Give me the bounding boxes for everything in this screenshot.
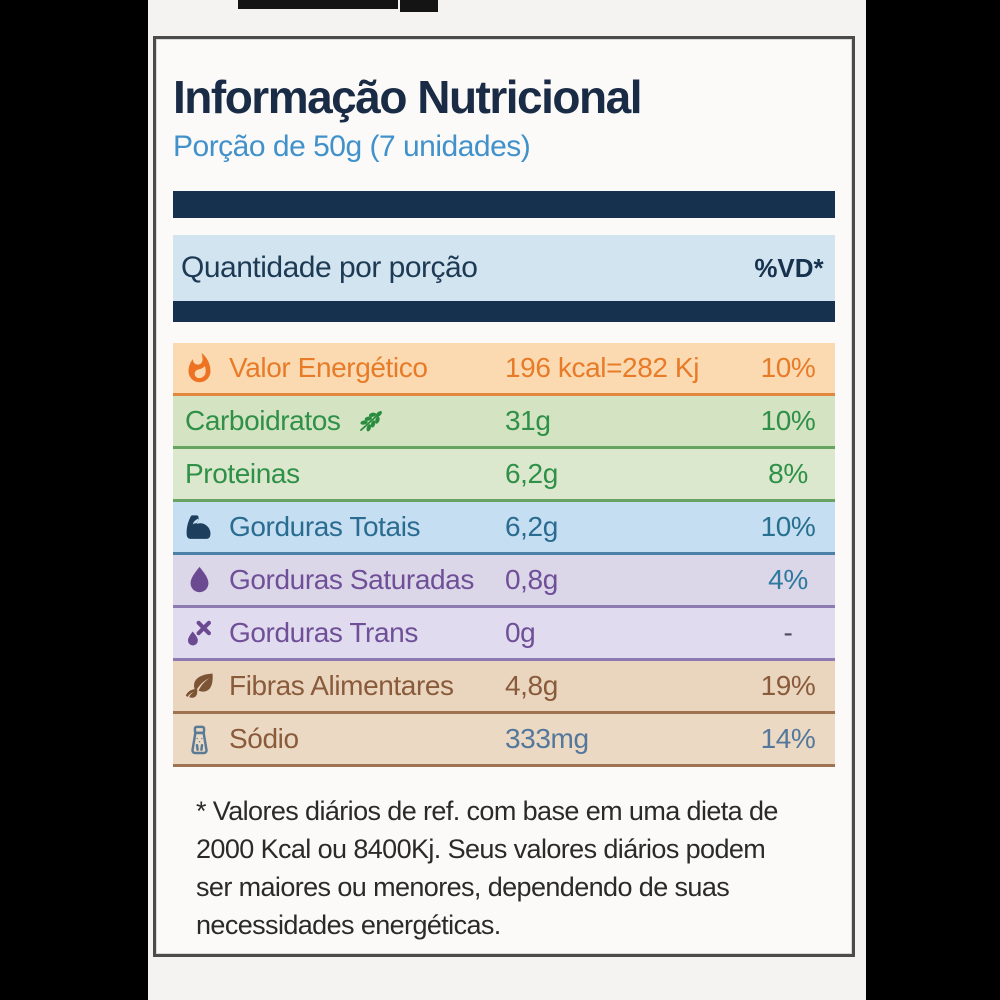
nutrient-dv: 19% — [760, 670, 816, 702]
top-cropped-bar-left — [238, 0, 398, 9]
row-gorduras-totais: Gorduras Totais 6,2g 10% — [173, 502, 835, 556]
nutrient-dv: 10% — [760, 511, 816, 543]
flame-icon — [183, 352, 216, 385]
wheat-icon — [354, 405, 387, 438]
serving-size-text: Porção de 50g (7 unidades) — [173, 130, 531, 164]
row-valor-energetico: Valor Energético 196 kcal=282 Kj 10% — [173, 343, 835, 397]
label-cell: Sódio — [183, 723, 505, 756]
nutrient-dv: - — [783, 617, 793, 649]
nutrient-label: Gorduras Totais — [229, 511, 421, 543]
nutrient-label: Gorduras Trans — [229, 617, 418, 649]
page-title: Informação Nutricional — [173, 71, 642, 123]
label-cell: Valor Energético — [183, 352, 505, 385]
nutrient-table: Valor Energético 196 kcal=282 Kj 10% Car… — [173, 343, 835, 768]
row-gorduras-trans: Gorduras Trans 0g - — [173, 608, 835, 662]
table-header: Quantidade por porção %VD* — [173, 235, 835, 302]
nutrient-value: 6,2g — [505, 511, 558, 543]
top-cropped-bar-right — [400, 0, 438, 12]
label-cell: Gorduras Saturadas — [183, 564, 505, 597]
nutrient-label: Fibras Alimentares — [229, 670, 454, 702]
nutrient-value: 4,8g — [505, 670, 558, 702]
label-cell: Gorduras Totais — [183, 511, 505, 544]
nutrient-label: Sódio — [229, 723, 299, 755]
nutrient-dv: 14% — [760, 723, 816, 755]
nutrient-dv: 10% — [760, 405, 816, 437]
row-carboidratos: Carboidratos — [173, 396, 835, 450]
nutrient-dv: 4% — [768, 564, 808, 596]
footnote-line: 2000 Kcal ou 8400Kj. Seus valores diário… — [196, 834, 766, 865]
right-black-column — [866, 0, 1000, 1000]
label-cell: Carboidratos — [183, 405, 505, 438]
nutrient-value: 196 kcal=282 Kj — [505, 352, 700, 384]
divider-bar-bottom — [173, 301, 835, 323]
muscle-icon — [183, 511, 216, 544]
divider-bar-top — [173, 191, 835, 219]
nutrient-value: 31g — [505, 405, 551, 437]
droplet-icon — [183, 564, 216, 597]
leaves-icon — [183, 670, 216, 703]
footnote-line: * Valores diários de ref. com base em um… — [196, 796, 778, 827]
nutrient-label: Valor Energético — [229, 352, 428, 384]
nutrient-label: Proteinas — [185, 458, 300, 490]
nutrient-dv: 8% — [768, 458, 808, 490]
daily-values-footnote: * Valores diários de ref. com base em um… — [173, 792, 835, 944]
nutrition-label-card: Informação Nutricional Porção de 50g (7 … — [153, 36, 855, 957]
nutrient-label: Gorduras Saturadas — [229, 564, 474, 596]
row-proteinas: Proteinas 6,2g 8% — [173, 449, 835, 503]
salt-shaker-icon — [183, 723, 216, 756]
label-cell: Fibras Alimentares — [183, 670, 505, 703]
nutrient-value: 0,8g — [505, 564, 558, 596]
footnote-line: ser maiores ou menores, dependendo de su… — [196, 872, 730, 903]
label-cell: Proteinas — [183, 458, 505, 490]
nutrient-value: 0g — [505, 617, 536, 649]
nutrient-value: 333mg — [505, 723, 589, 755]
daily-value-header: %VD* — [754, 252, 824, 283]
no-oil-icon — [183, 617, 216, 650]
nutrient-value: 6,2g — [505, 458, 558, 490]
footnote-line: necessidades energéticas. — [196, 910, 501, 941]
left-black-column — [0, 0, 148, 1000]
label-cell: Gorduras Trans — [183, 617, 505, 650]
nutrient-dv: 10% — [760, 352, 816, 384]
quantity-per-serving-label: Quantidade por porção — [181, 251, 478, 285]
nutrient-label: Carboidratos — [185, 405, 341, 437]
row-fibras-alimentares: Fibras Alimentares 4,8g 19% — [173, 661, 835, 715]
row-gorduras-saturadas: Gorduras Saturadas 0,8g 4% — [173, 555, 835, 609]
row-sodio: Sódio 333mg 14% — [173, 714, 835, 768]
